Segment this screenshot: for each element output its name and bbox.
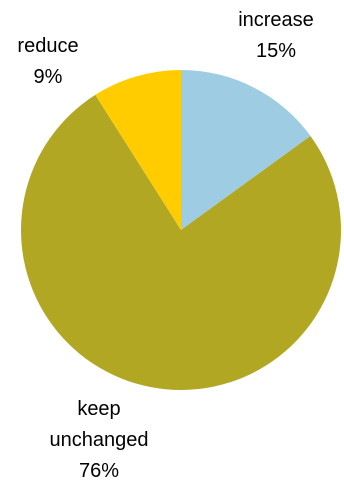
pie-slice-reduce <box>95 70 181 230</box>
slice-label-reduce: reduce 9% <box>17 35 78 88</box>
pie-slice-keep-unchanged <box>21 94 341 390</box>
pie-slice-increase <box>181 70 311 230</box>
slice-label-increase: increase 15% <box>238 9 314 62</box>
slice-label-keep-unchanged: keep unchanged 76% <box>50 398 149 482</box>
